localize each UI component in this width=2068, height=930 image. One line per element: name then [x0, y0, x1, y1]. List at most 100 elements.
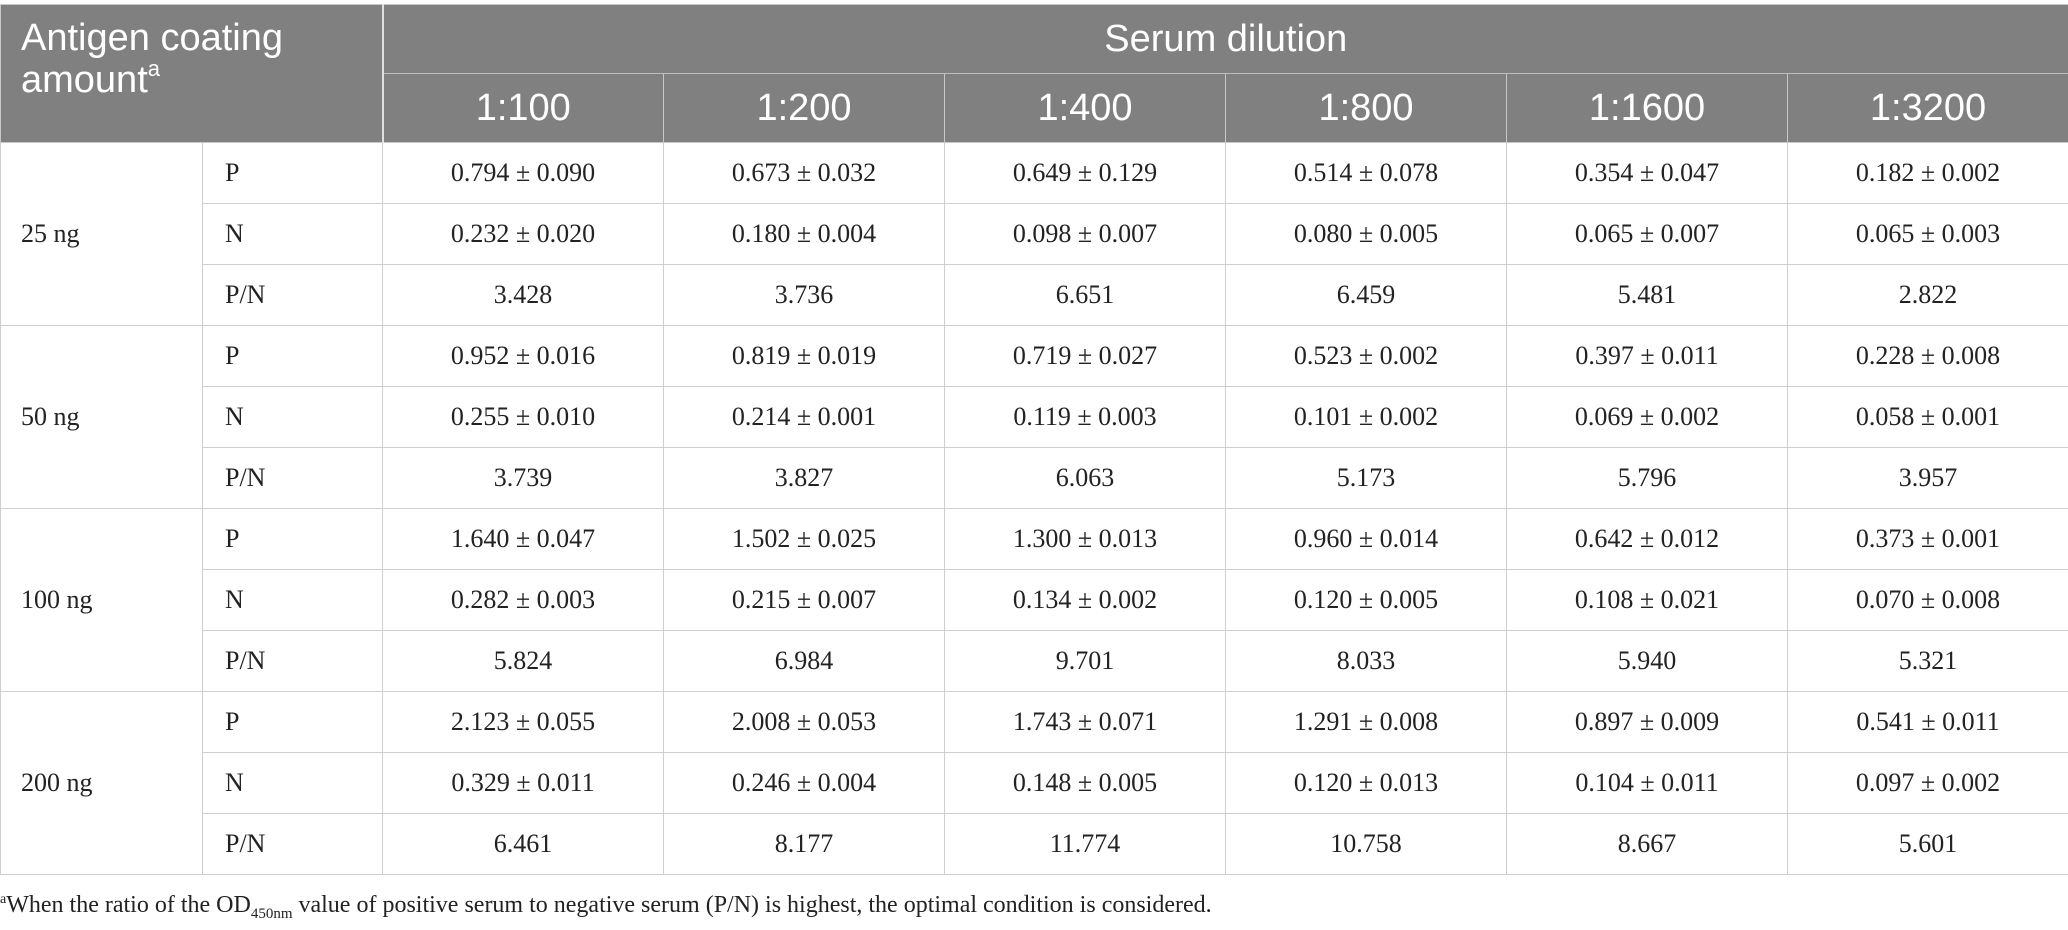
table-row: 100 ng N 0.282 ± 0.003 0.215 ± 0.007 0.134 ±… [0, 569, 2068, 631]
metric-label-cell: P [202, 691, 383, 753]
footnote-marker: a [147, 56, 160, 81]
value-cell: 0.080 ± 0.005 [1225, 203, 1507, 265]
table-row: P/N 3.739 3.827 6.063 5.173 5.796 3.957 [0, 447, 2068, 509]
antigen-amount-cell [0, 264, 203, 326]
value-cell: 5.940 [1506, 630, 1788, 692]
value-cell: 0.215 ± 0.007 [663, 569, 945, 631]
value-cell: 3.739 [382, 447, 664, 509]
metric-label-cell: P [202, 142, 383, 204]
value-cell: 9.701 [944, 630, 1226, 692]
value-cell: 0.120 ± 0.013 [1225, 752, 1507, 814]
value-cell: 5.824 [382, 630, 664, 692]
value-cell: 1.743 ± 0.071 [944, 691, 1226, 753]
value-cell: 0.070 ± 0.008 [1787, 569, 2068, 631]
metric-label-cell: N [202, 203, 383, 265]
value-cell: 2.822 [1787, 264, 2068, 326]
value-cell: 0.120 ± 0.005 [1225, 569, 1507, 631]
value-cell: 0.069 ± 0.002 [1506, 386, 1788, 448]
metric-label-cell: P/N [202, 264, 383, 326]
value-cell: 0.719 ± 0.027 [944, 325, 1226, 387]
value-cell: 1.300 ± 0.013 [944, 508, 1226, 570]
value-cell: 3.827 [663, 447, 945, 509]
value-cell: 6.063 [944, 447, 1226, 509]
value-cell: 0.897 ± 0.009 [1506, 691, 1788, 753]
table-row: P/N 6.461 8.177 11.774 10.758 8.667 5.601 [0, 813, 2068, 875]
value-cell: 2.008 ± 0.053 [663, 691, 945, 753]
value-cell: 8.667 [1506, 813, 1788, 875]
metric-label-cell: N [202, 569, 383, 631]
value-cell: 3.957 [1787, 447, 2068, 509]
value-cell: 0.097 ± 0.002 [1787, 752, 2068, 814]
value-cell: 5.796 [1506, 447, 1788, 509]
metric-label-cell: N [202, 752, 383, 814]
value-cell: 0.514 ± 0.078 [1225, 142, 1507, 204]
value-cell: 5.321 [1787, 630, 2068, 692]
dilution-header-cell: 1:400 [944, 73, 1226, 143]
antigen-amount-cell [0, 630, 203, 692]
table-row: 50 ng N 0.255 ± 0.010 0.214 ± 0.001 0.119 ± … [0, 386, 2068, 448]
table-row: P/N 5.824 6.984 9.701 8.033 5.940 5.321 [0, 630, 2068, 692]
value-cell: 0.148 ± 0.005 [944, 752, 1226, 814]
value-cell: 10.758 [1225, 813, 1507, 875]
value-cell: 0.649 ± 0.129 [944, 142, 1226, 204]
value-cell: 5.481 [1506, 264, 1788, 326]
dilution-header-cell: 1:100 [382, 73, 664, 143]
value-cell: 0.255 ± 0.010 [382, 386, 664, 448]
antigen-amount-cell: 100 ng [0, 569, 203, 631]
table-row: P 2.123 ± 0.055 2.008 ± 0.053 1.743 ± 0.071… [0, 691, 2068, 753]
antigen-amount-cell: 25 ng [0, 203, 203, 265]
metric-label-cell: P [202, 325, 383, 387]
footnote-text-end: value of positive serum to negative seru… [292, 892, 1212, 918]
metric-label-cell: P [202, 508, 383, 570]
value-cell: 0.180 ± 0.004 [663, 203, 945, 265]
value-cell: 0.108 ± 0.021 [1506, 569, 1788, 631]
value-cell: 0.541 ± 0.011 [1787, 691, 2068, 753]
table-row: P 0.952 ± 0.016 0.819 ± 0.019 0.719 ± 0.027… [0, 325, 2068, 387]
table-row: P 0.794 ± 0.090 0.673 ± 0.032 0.649 ± 0.129… [0, 142, 2068, 204]
value-cell: 2.123 ± 0.055 [382, 691, 664, 753]
value-cell: 0.104 ± 0.011 [1506, 752, 1788, 814]
value-cell: 6.461 [382, 813, 664, 875]
value-cell: 0.119 ± 0.003 [944, 386, 1226, 448]
dilution-header-cell: 1:3200 [1787, 73, 2068, 143]
antigen-amount-cell [0, 691, 203, 753]
value-cell: 5.601 [1787, 813, 2068, 875]
value-cell: 5.173 [1225, 447, 1507, 509]
value-cell: 0.523 ± 0.002 [1225, 325, 1507, 387]
value-cell: 0.397 ± 0.011 [1506, 325, 1788, 387]
value-cell: 0.952 ± 0.016 [382, 325, 664, 387]
value-cell: 0.065 ± 0.007 [1506, 203, 1788, 265]
dilution-header-cell: 1:1600 [1506, 73, 1788, 143]
value-cell: 0.642 ± 0.012 [1506, 508, 1788, 570]
value-cell: 11.774 [944, 813, 1226, 875]
value-cell: 0.960 ± 0.014 [1225, 508, 1507, 570]
table-row: 25 ng N 0.232 ± 0.020 0.180 ± 0.004 0.098 ± … [0, 203, 2068, 265]
dilution-header-cell: 1:800 [1225, 73, 1507, 143]
value-cell: 1.502 ± 0.025 [663, 508, 945, 570]
dilution-header-row: 1:100 1:200 1:400 1:800 1:1600 1:3200 [1, 73, 2068, 143]
value-cell: 6.984 [663, 630, 945, 692]
antigen-coating-amount-header: Antigen coating amounta [0, 4, 384, 143]
value-cell: 6.459 [1225, 264, 1507, 326]
metric-label-cell: P/N [202, 813, 383, 875]
value-cell: 0.058 ± 0.001 [1787, 386, 2068, 448]
antigen-amount-cell: 50 ng [0, 386, 203, 448]
value-cell: 0.214 ± 0.001 [663, 386, 945, 448]
value-cell: 6.651 [944, 264, 1226, 326]
antigen-amount-cell [0, 142, 203, 204]
value-cell: 0.329 ± 0.011 [382, 752, 664, 814]
footnote-marker: a [0, 892, 7, 907]
metric-label-cell: N [202, 386, 383, 448]
value-cell: 0.246 ± 0.004 [663, 752, 945, 814]
value-cell: 0.134 ± 0.002 [944, 569, 1226, 631]
antigen-coating-amount-label: Antigen coating amount [21, 17, 283, 101]
value-cell: 8.177 [663, 813, 945, 875]
serum-dilution-header: Serum dilution [382, 4, 2068, 74]
value-cell: 0.098 ± 0.007 [944, 203, 1226, 265]
antigen-amount-cell [0, 508, 203, 570]
antigen-amount-cell [0, 325, 203, 387]
metric-label-cell: P/N [202, 447, 383, 509]
value-cell: 0.182 ± 0.002 [1787, 142, 2068, 204]
antigen-amount-cell [0, 447, 203, 509]
value-cell: 3.428 [382, 264, 664, 326]
